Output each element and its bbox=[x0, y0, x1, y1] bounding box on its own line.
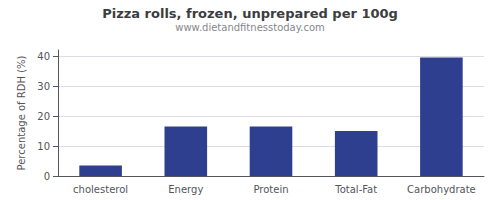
svg-text:Pizza rolls, frozen, unprepare: Pizza rolls, frozen, unprepared per 100g bbox=[102, 6, 398, 21]
svg-text:Energy: Energy bbox=[168, 184, 203, 195]
svg-text:40: 40 bbox=[37, 51, 50, 62]
svg-text:Carbohydrate: Carbohydrate bbox=[407, 184, 476, 195]
svg-text:30: 30 bbox=[37, 81, 50, 92]
svg-text:cholesterol: cholesterol bbox=[73, 184, 128, 195]
svg-text:0: 0 bbox=[44, 171, 50, 182]
svg-text:Protein: Protein bbox=[253, 184, 288, 195]
svg-text:10: 10 bbox=[37, 141, 50, 152]
svg-text:20: 20 bbox=[37, 111, 50, 122]
svg-text:Total-Fat: Total-Fat bbox=[334, 184, 377, 195]
svg-text:www.dietandfitnesstoday.com: www.dietandfitnesstoday.com bbox=[175, 22, 324, 33]
svg-text:Percentage of RDH (%): Percentage of RDH (%) bbox=[16, 55, 27, 170]
